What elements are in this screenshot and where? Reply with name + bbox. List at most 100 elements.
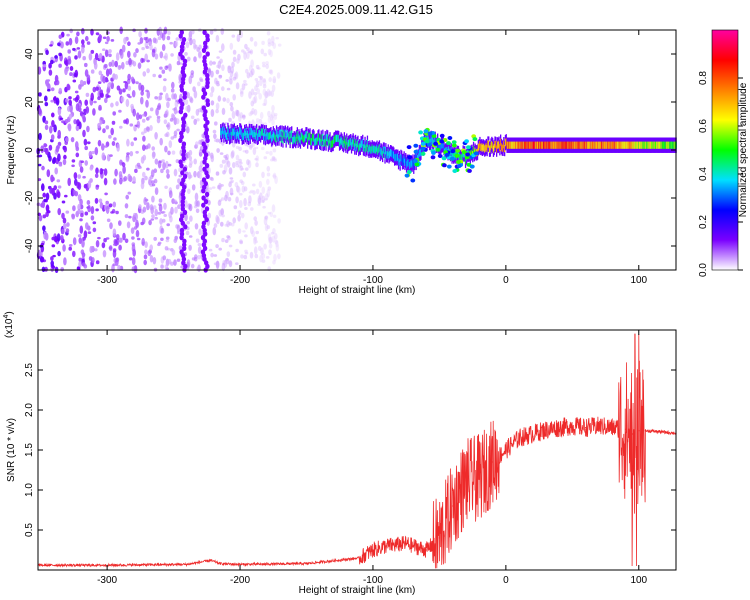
- spectrogram-noise-cell: [239, 239, 243, 243]
- spectrogram-ridge-cell: [418, 149, 420, 157]
- spectrogram-noise-cell: [63, 257, 67, 266]
- spectrogram-ridge-cell: [432, 137, 434, 145]
- spectrogram-noise-cell: [195, 238, 200, 243]
- spectrogram-noise-cell: [121, 44, 126, 53]
- spectrogram-noise-cell: [145, 36, 149, 44]
- spectrogram-ridge-cell: [335, 134, 337, 143]
- spectrogram-noise-cell: [189, 37, 193, 46]
- spectrogram-ridge-cell: [656, 141, 658, 149]
- spectrogram-ridge-cell: [390, 149, 393, 157]
- spectrogram-noise-cell: [146, 68, 150, 74]
- spectrogram-noise-cell: [122, 165, 126, 174]
- spectrogram-ridge-cell: [575, 141, 578, 149]
- spectrogram-noise-cell: [44, 232, 49, 241]
- spectrogram-noise-cell: [262, 79, 267, 86]
- spectrogram-noise-cell: [65, 228, 70, 234]
- spectrogram-ridge-cell: [547, 141, 550, 149]
- spectrogram-noise-cell: [57, 107, 62, 116]
- spectrogram-noise-cell: [54, 235, 58, 243]
- spectrogram-noise-cell: [154, 208, 158, 217]
- spectrogram-noise-cell: [238, 158, 242, 163]
- spectrogram-noise-cell: [67, 177, 71, 187]
- spectrogram-ridge-cell: [479, 141, 481, 149]
- spectrogram-noise-cell: [218, 74, 223, 78]
- spectrogram-y-tick-label: 40: [24, 48, 35, 60]
- spectrogram-noise-cell: [157, 211, 162, 215]
- spectrogram-noise-cell: [249, 36, 254, 42]
- spectrogram-ridge-cell: [328, 138, 330, 146]
- spectrogram-streak-cell: [183, 224, 188, 230]
- spectrogram-ridge-cell: [327, 140, 330, 148]
- spectrogram-ridge-cell: [350, 142, 353, 150]
- spectrogram-noise-cell: [262, 64, 266, 68]
- spectrogram-noise-cell: [270, 231, 275, 235]
- spectrogram-noise-cell: [267, 233, 272, 242]
- spectrogram-noise-cell: [108, 246, 113, 250]
- spectrogram-noise-cell: [95, 240, 100, 248]
- spectrogram-noise-cell: [74, 90, 79, 94]
- snr-data-point: [425, 549, 427, 551]
- spectrogram-noise-cell: [210, 100, 215, 106]
- spectrogram-noise-cell: [105, 93, 109, 99]
- spectrogram-noise-cell: [272, 228, 276, 235]
- spectrogram-noise-cell: [41, 183, 45, 192]
- spectrogram-noise-cell: [244, 222, 248, 230]
- spectrogram-streak-cell: [182, 91, 187, 97]
- spectrogram-ridge-cell: [362, 144, 365, 152]
- spectrogram-x-tick-label: -100: [363, 275, 383, 286]
- spectrogram-ridge-cell: [237, 131, 239, 139]
- spectrogram-noise-cell: [146, 167, 150, 171]
- spectrogram-blob: [413, 158, 418, 163]
- spectrogram-ridge-cell: [355, 143, 357, 151]
- spectrogram-ridge-cell: [397, 158, 400, 166]
- spectrogram-ridge-cell: [294, 135, 296, 143]
- spectrogram-ridge-cell: [606, 141, 608, 149]
- spectrogram-blob: [439, 133, 445, 138]
- spectrogram-noise-cell: [188, 75, 193, 85]
- spectrogram-ridge-cell: [583, 141, 585, 149]
- spectrogram-streak-cell: [178, 98, 183, 104]
- spectrogram-ridge-cell: [471, 148, 473, 156]
- spectrogram-ridge-cell: [610, 141, 612, 149]
- spectrogram-ridge-cell: [488, 140, 490, 148]
- spectrogram-noise-cell: [255, 118, 260, 122]
- spectrogram-noise-cell: [80, 212, 84, 218]
- spectrogram-ridge-cell: [504, 139, 507, 147]
- spectrogram-noise-cell: [239, 112, 244, 119]
- spectrogram-noise-cell: [275, 37, 280, 40]
- spectrogram-noise-cell: [188, 155, 193, 161]
- spectrogram-blob: [421, 141, 426, 146]
- spectrogram-noise-cell: [265, 61, 269, 65]
- spectrogram-ridge-cell: [518, 141, 520, 149]
- spectrogram-noise-cell: [163, 119, 168, 125]
- snr-y-label: SNR (10 * v/v): [6, 418, 17, 482]
- spectrogram-ridge-cell: [628, 141, 630, 149]
- spectrogram-blob: [452, 169, 458, 173]
- spectrogram-ridge-cell: [258, 129, 260, 137]
- spectrogram-ridge-cell: [495, 141, 497, 149]
- spectrogram-blob: [427, 131, 433, 136]
- spectrogram-noise-cell: [273, 112, 278, 117]
- spectrogram-ridge-cell: [621, 141, 623, 149]
- spectrogram-ridge-cell: [256, 133, 259, 141]
- spectrogram-ridge-cell: [300, 133, 302, 141]
- spectrogram-noise-cell: [114, 168, 118, 177]
- spectrogram-noise-cell: [115, 101, 119, 107]
- spectrogram-ridge-cell: [654, 141, 656, 149]
- spectrogram-noise-cell: [215, 171, 220, 176]
- spectrogram-noise-cell: [115, 52, 120, 61]
- spectrogram-noise-cell: [240, 91, 244, 95]
- spectrogram-ridge-cell: [280, 135, 282, 143]
- spectrogram-noise-cell: [246, 72, 251, 79]
- spectrogram-streak-cell: [204, 206, 210, 212]
- spectrogram-noise-cell: [40, 242, 45, 246]
- spectrogram-ridge-cell: [228, 133, 231, 141]
- spectrogram-noise-cell: [262, 205, 266, 209]
- spectrogram-noise-cell: [106, 218, 111, 223]
- spectrogram-ridge-cell: [260, 131, 262, 139]
- spectrogram-noise-cell: [37, 163, 42, 167]
- spectrogram-noise-cell: [123, 176, 128, 182]
- colorbar-tick-label: 0.6: [698, 119, 709, 133]
- spectrogram-noise-cell: [128, 215, 132, 219]
- spectrogram-noise-cell: [175, 118, 180, 125]
